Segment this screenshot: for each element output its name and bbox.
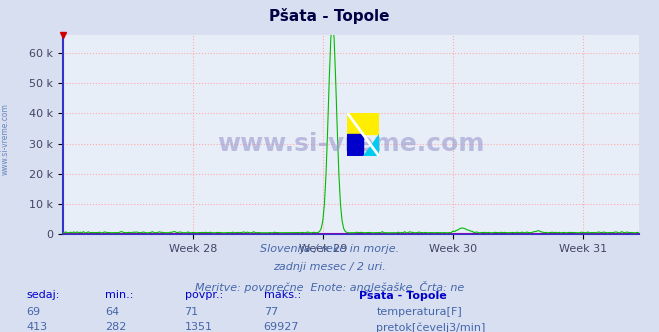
Polygon shape	[363, 134, 379, 156]
Bar	[347, 113, 379, 134]
Text: maks.:: maks.:	[264, 290, 301, 300]
Text: www.si-vreme.com: www.si-vreme.com	[1, 104, 10, 175]
Text: 1351: 1351	[185, 322, 212, 332]
Text: pretok[čevelj3/min]: pretok[čevelj3/min]	[376, 322, 486, 332]
Text: www.si-vreme.com: www.si-vreme.com	[217, 132, 484, 156]
Text: 413: 413	[26, 322, 47, 332]
Text: Pšata - Topole: Pšata - Topole	[270, 8, 389, 24]
Text: Pšata - Topole: Pšata - Topole	[359, 290, 447, 301]
Text: 71: 71	[185, 307, 198, 317]
Text: 69927: 69927	[264, 322, 299, 332]
Text: min.:: min.:	[105, 290, 134, 300]
Text: 77: 77	[264, 307, 278, 317]
Text: temperatura[F]: temperatura[F]	[376, 307, 462, 317]
Text: Slovenija / reke in morje.: Slovenija / reke in morje.	[260, 244, 399, 254]
Text: povpr.:: povpr.:	[185, 290, 223, 300]
Text: Meritve: povprečne  Enote: anglešaške  Črta: ne: Meritve: povprečne Enote: anglešaške Črt…	[195, 281, 464, 292]
Text: zadnji mesec / 2 uri.: zadnji mesec / 2 uri.	[273, 262, 386, 272]
Text: 69: 69	[26, 307, 40, 317]
Text: 282: 282	[105, 322, 127, 332]
Bar	[347, 134, 363, 156]
Text: sedaj:: sedaj:	[26, 290, 60, 300]
Text: 64: 64	[105, 307, 119, 317]
